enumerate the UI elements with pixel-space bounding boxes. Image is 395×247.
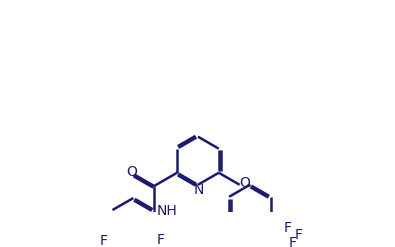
- Text: N: N: [194, 183, 204, 197]
- Text: O: O: [126, 165, 137, 179]
- Text: F: F: [157, 233, 165, 247]
- Text: F: F: [294, 228, 302, 242]
- Text: F: F: [289, 236, 297, 247]
- Text: O: O: [239, 176, 250, 190]
- Text: F: F: [284, 221, 292, 235]
- Text: NH: NH: [157, 204, 177, 218]
- Text: F: F: [100, 234, 108, 247]
